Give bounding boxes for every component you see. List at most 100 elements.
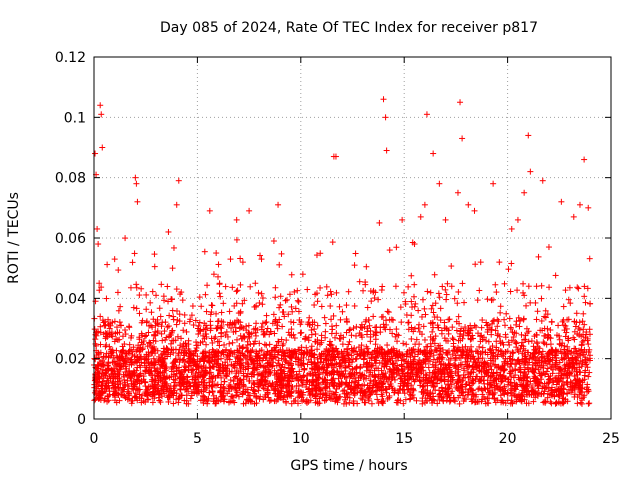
roti-point bbox=[328, 291, 335, 298]
roti-point bbox=[476, 287, 483, 294]
roti-point bbox=[252, 280, 259, 287]
roti-point bbox=[446, 398, 453, 405]
roti-point bbox=[443, 296, 450, 303]
roti-point bbox=[455, 288, 462, 295]
roti-point bbox=[577, 399, 584, 406]
roti-point bbox=[376, 359, 383, 366]
x-tick-label: 5 bbox=[193, 431, 202, 447]
roti-point bbox=[157, 399, 164, 406]
roti-point bbox=[353, 355, 360, 362]
roti-point bbox=[216, 290, 223, 297]
roti-point bbox=[350, 356, 357, 363]
roti-point bbox=[416, 377, 423, 384]
roti-point bbox=[229, 339, 236, 346]
roti-point bbox=[567, 300, 574, 307]
roti-point bbox=[548, 319, 555, 326]
roti-point bbox=[171, 357, 178, 364]
roti-point bbox=[271, 347, 278, 354]
roti-point bbox=[322, 328, 329, 335]
roti-point bbox=[522, 336, 529, 343]
roti-point bbox=[508, 225, 515, 232]
roti-point bbox=[528, 337, 535, 344]
roti-point bbox=[314, 346, 321, 353]
roti-point bbox=[488, 297, 495, 304]
roti-point bbox=[118, 387, 125, 394]
roti-point bbox=[115, 307, 122, 314]
roti-point bbox=[270, 311, 277, 318]
roti-point bbox=[485, 361, 492, 368]
roti-point bbox=[474, 297, 481, 304]
roti-point bbox=[294, 287, 301, 294]
roti-point bbox=[130, 344, 137, 351]
roti-point bbox=[352, 332, 359, 339]
roti-point bbox=[395, 396, 402, 403]
roti-point bbox=[547, 398, 554, 405]
roti-point bbox=[277, 393, 284, 400]
roti-point bbox=[490, 180, 497, 187]
roti-point bbox=[367, 369, 374, 376]
roti-point bbox=[223, 328, 230, 335]
roti-point bbox=[143, 332, 150, 339]
roti-point bbox=[411, 303, 418, 310]
roti-point bbox=[103, 330, 110, 337]
roti-point bbox=[310, 372, 317, 379]
roti-point bbox=[457, 328, 464, 335]
roti-point bbox=[122, 327, 129, 334]
roti-point bbox=[565, 296, 572, 303]
roti-point bbox=[253, 320, 260, 327]
roti-point bbox=[343, 302, 350, 309]
roti-point bbox=[443, 291, 450, 298]
roti-point bbox=[320, 359, 327, 366]
roti-point bbox=[535, 253, 542, 260]
roti-point bbox=[165, 228, 172, 235]
roti-point bbox=[317, 250, 324, 257]
roti-point bbox=[181, 397, 188, 404]
roti-point bbox=[514, 216, 521, 223]
roti-point bbox=[238, 324, 245, 331]
roti-point bbox=[345, 288, 352, 295]
x-tick-label: 20 bbox=[499, 431, 517, 447]
roti-point bbox=[393, 326, 400, 333]
roti-point bbox=[160, 293, 167, 300]
roti-point bbox=[178, 335, 185, 342]
roti-point bbox=[109, 380, 116, 387]
roti-point bbox=[378, 314, 385, 321]
roti-point bbox=[570, 213, 577, 220]
roti-point bbox=[580, 326, 587, 333]
roti-point bbox=[298, 318, 305, 325]
roti-point bbox=[513, 321, 520, 328]
roti-point bbox=[493, 369, 500, 376]
roti-point bbox=[438, 384, 445, 391]
roti-point bbox=[586, 331, 593, 338]
roti-point bbox=[356, 365, 363, 372]
roti-point bbox=[501, 383, 508, 390]
roti-point bbox=[459, 135, 466, 142]
roti-point bbox=[367, 327, 374, 334]
roti-point bbox=[95, 241, 102, 248]
y-tick-label: 0 bbox=[77, 412, 86, 428]
roti-point bbox=[426, 358, 433, 365]
roti-point bbox=[312, 331, 319, 338]
roti-point bbox=[423, 111, 430, 118]
roti-point bbox=[560, 322, 567, 329]
roti-point bbox=[236, 342, 243, 349]
roti-point bbox=[489, 318, 496, 325]
roti-point bbox=[166, 312, 173, 319]
roti-point bbox=[395, 332, 402, 339]
roti-point bbox=[453, 318, 460, 325]
roti-point bbox=[510, 333, 517, 340]
roti-point bbox=[508, 260, 515, 267]
roti-point bbox=[525, 132, 532, 139]
roti-point bbox=[587, 300, 594, 307]
roti-point bbox=[520, 280, 527, 287]
roti-point bbox=[149, 399, 156, 406]
roti-point bbox=[211, 358, 218, 365]
roti-point bbox=[509, 329, 516, 336]
roti-point bbox=[356, 278, 363, 285]
roti-point bbox=[506, 364, 513, 371]
roti-point bbox=[579, 338, 586, 345]
roti-point bbox=[140, 373, 147, 380]
roti-point bbox=[133, 284, 140, 291]
roti-point bbox=[256, 395, 263, 402]
roti-point bbox=[360, 356, 367, 363]
